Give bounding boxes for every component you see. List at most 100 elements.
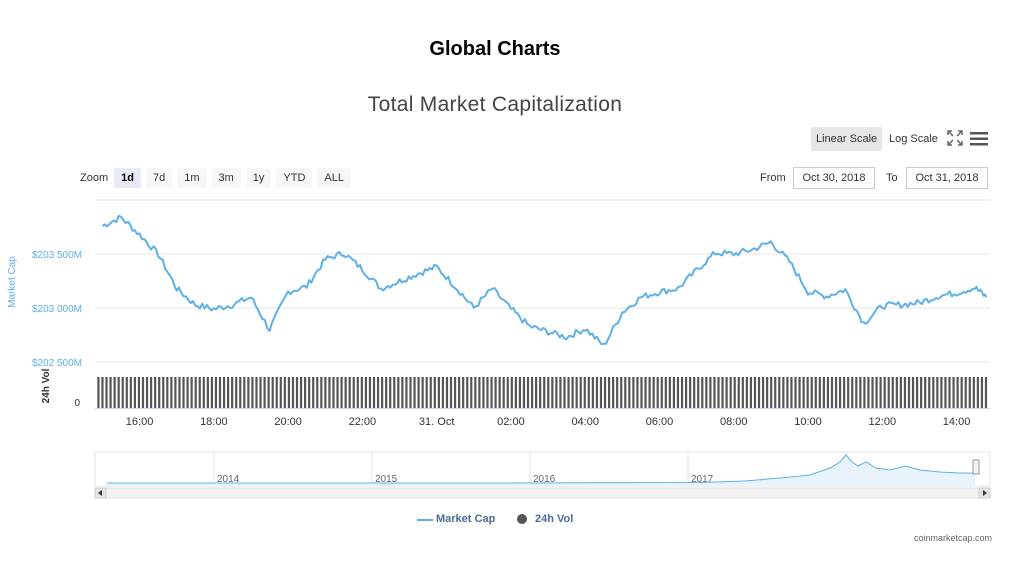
volume-bar	[304, 377, 307, 408]
navigator-tick-label: 2017	[691, 474, 714, 485]
to-date-input[interactable]: Oct 31, 2018	[906, 167, 988, 189]
volume-bar	[632, 377, 635, 408]
x-tick-label: 04:00	[571, 416, 599, 428]
volume-bar	[830, 377, 834, 408]
volume-bar	[802, 377, 805, 408]
volume-bar	[648, 377, 651, 408]
volume-bar	[838, 377, 842, 408]
volume-bar	[437, 377, 440, 408]
zoom-all-button[interactable]: ALL	[317, 168, 351, 188]
zoom-7d-button[interactable]: 7d	[145, 168, 173, 188]
zoom-1m-button[interactable]: 1m	[177, 168, 207, 188]
volume-bar	[263, 377, 266, 408]
attribution-link[interactable]: coinmarketcap.com	[914, 533, 993, 543]
volume-bar	[705, 377, 708, 408]
zoom-3m-button[interactable]: 3m	[211, 168, 241, 188]
from-label: From	[760, 172, 786, 184]
volume-bar	[725, 377, 728, 408]
y-axis-title: Market Cap	[7, 256, 18, 308]
log-scale-button[interactable]: Log Scale	[889, 133, 938, 145]
volume-bar	[887, 377, 890, 408]
volume-bar	[879, 377, 882, 408]
volume-bar	[275, 377, 278, 408]
volume-bar	[441, 377, 445, 408]
volume-bar	[745, 377, 748, 408]
x-tick-label: 08:00	[720, 416, 748, 428]
volume-bar	[324, 377, 327, 408]
volume-bar	[920, 377, 923, 408]
volume-bar	[928, 377, 931, 408]
volume-bar	[271, 377, 274, 408]
volume-bar	[425, 377, 428, 408]
volume-bar	[210, 377, 213, 408]
hamburger-menu-icon[interactable]	[970, 132, 988, 146]
volume-bar	[847, 377, 850, 408]
volume-bar	[980, 377, 984, 408]
x-tick-label: 14:00	[943, 416, 971, 428]
volume-bar	[693, 377, 696, 408]
volume-bar	[940, 377, 943, 408]
volume-bar	[243, 377, 246, 408]
volume-bar	[875, 377, 878, 408]
volume-bar	[218, 377, 222, 408]
volume-bar	[689, 377, 692, 408]
volume-bar	[397, 377, 400, 408]
volume-bar	[178, 377, 181, 408]
scrollbar-track	[94, 487, 991, 499]
volume-bar	[158, 377, 161, 408]
volume-bar	[911, 377, 915, 408]
volume-bar	[482, 377, 485, 408]
volume-bar	[97, 377, 100, 408]
y-tick-label: $203 500M	[32, 250, 82, 261]
volume-bar	[822, 377, 825, 408]
legend-market-cap[interactable]: Market Cap	[436, 513, 496, 525]
volume-bar	[101, 377, 104, 408]
volume-bar	[316, 377, 319, 408]
volume-bar	[445, 377, 449, 408]
x-tick-label: 06:00	[646, 416, 674, 428]
scroll-right-icon	[983, 490, 987, 496]
volume-bar	[340, 377, 343, 408]
volume-bar	[843, 377, 846, 408]
volume-bar	[421, 377, 424, 408]
volume-bar	[413, 377, 416, 408]
volume-bar	[259, 377, 262, 408]
volume-bar	[855, 377, 858, 408]
volume-bar	[235, 377, 238, 408]
legend-volume[interactable]: 24h Vol	[535, 513, 574, 525]
volume-bar	[960, 377, 963, 408]
volume-bar	[145, 377, 149, 408]
zoom-1d-button[interactable]: 1d	[114, 168, 141, 188]
legend-market-cap-swatch	[417, 519, 433, 521]
from-date-input[interactable]: Oct 30, 2018	[793, 167, 875, 189]
volume-bar	[162, 377, 165, 408]
volume-bar	[510, 377, 513, 408]
page-title: Global Charts	[429, 38, 561, 60]
volume-bar	[267, 377, 270, 408]
volume-bar	[579, 377, 582, 408]
zoom-1y-button[interactable]: 1y	[245, 168, 272, 188]
volume-bar	[137, 377, 141, 408]
volume-bar	[458, 377, 461, 408]
volume-bar	[154, 377, 157, 408]
market-cap-line	[101, 214, 988, 346]
volume-bar	[109, 377, 112, 408]
linear-scale-button[interactable]: Linear Scale	[811, 127, 883, 151]
volume-bar	[964, 377, 967, 408]
volume-bar	[984, 377, 988, 408]
volume-bar	[141, 377, 145, 408]
volume-bar	[547, 377, 550, 408]
x-tick-label: 22:00	[349, 416, 377, 428]
volume-bar	[247, 377, 250, 408]
volume-bar	[429, 377, 432, 408]
volume-bar	[680, 377, 684, 408]
volume-bar	[656, 377, 659, 408]
volume-bar	[624, 377, 627, 408]
volume-bar	[713, 377, 716, 408]
navigator-tick-label: 2016	[533, 474, 556, 485]
volume-bar	[551, 377, 554, 408]
expand-icon[interactable]	[947, 130, 963, 146]
zoom-ytd-button[interactable]: YTD	[276, 168, 313, 188]
navigator-handle	[972, 459, 980, 475]
